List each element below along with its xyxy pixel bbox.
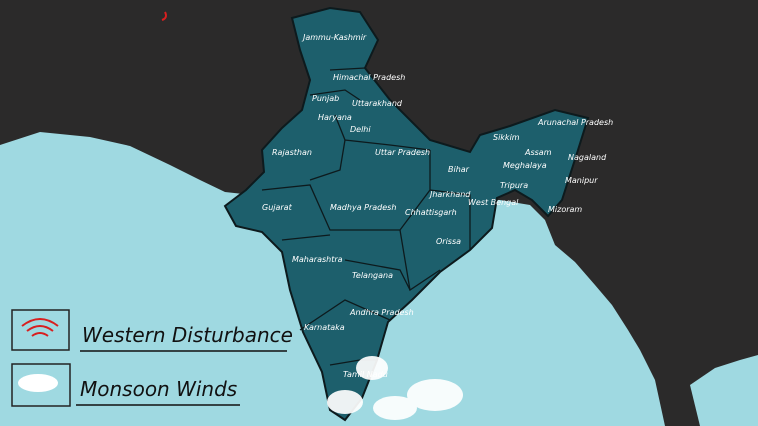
state-label-mizoram: Mizoram bbox=[548, 205, 582, 214]
state-label-west-bengal: West Bengal bbox=[468, 198, 519, 207]
legend-label-monsoon: Monsoon Winds bbox=[80, 377, 237, 401]
state-label-delhi: Delhi bbox=[350, 125, 371, 134]
disturbance-mark-icon bbox=[161, 11, 167, 21]
state-label-bihar: Bihar bbox=[448, 165, 470, 174]
state-label-rajasthan: Rajasthan bbox=[272, 148, 312, 157]
state-borders bbox=[261, 67, 471, 366]
legend-box-monsoon bbox=[11, 363, 71, 407]
state-label-punjab: Punjab bbox=[312, 94, 339, 103]
cloud-icon bbox=[18, 374, 58, 392]
state-label-chhattisgarh: Chhattisgarh bbox=[405, 208, 457, 217]
state-label-nagaland: Nagaland bbox=[568, 153, 607, 162]
state-label-madhya-pradesh: Madhya Pradesh bbox=[330, 203, 396, 212]
legend-label-disturbance: Western Disturbance bbox=[82, 323, 293, 347]
state-label-assam: Assam bbox=[524, 148, 552, 157]
state-label-karnataka: Karnataka bbox=[304, 323, 345, 332]
state-label-andhra-pradesh: Andhra Pradesh bbox=[349, 308, 414, 317]
cloud-icon bbox=[373, 396, 417, 420]
legend-box-disturbance bbox=[11, 309, 70, 351]
red-wave-icon bbox=[21, 318, 59, 337]
state-label-telangana: Telangana bbox=[352, 271, 393, 280]
monsoon-clouds bbox=[327, 356, 463, 420]
state-label-jammu-kashmir: Jammu-Kashmir bbox=[301, 33, 367, 42]
state-label-sikkim: Sikkim bbox=[493, 133, 520, 142]
state-label-gujarat: Gujarat bbox=[262, 203, 293, 212]
state-label-tripura: Tripura bbox=[500, 181, 528, 190]
state-label-jharkhand: Jharkhand bbox=[428, 190, 471, 199]
state-label-himachal-pradesh: Himachal Pradesh bbox=[333, 73, 405, 82]
legend: Western Disturbance Monsoon Winds bbox=[11, 309, 293, 407]
india-landmass bbox=[223, 6, 590, 422]
state-label-haryana: Haryana bbox=[318, 113, 352, 122]
state-label-maharashtra: Maharashtra bbox=[292, 255, 343, 264]
cloud-icon bbox=[407, 379, 463, 411]
cloud-icon bbox=[356, 356, 388, 380]
state-label-tamil-nadu: Tamil Nadu bbox=[343, 370, 388, 379]
bangladesh-lake bbox=[515, 207, 535, 222]
state-label-arunachal-pradesh: Arunachal Pradesh bbox=[537, 118, 613, 127]
sea-east bbox=[690, 355, 758, 426]
state-label-meghalaya: Meghalaya bbox=[503, 161, 547, 170]
state-label-uttarakhand: Uttarakhand bbox=[352, 99, 403, 108]
state-label-uttar-pradesh: Uttar Pradesh bbox=[375, 148, 430, 157]
cloud-icon bbox=[327, 390, 363, 414]
state-label-orissa: Orissa bbox=[436, 237, 461, 246]
state-label-manipur: Manipur bbox=[565, 176, 598, 185]
